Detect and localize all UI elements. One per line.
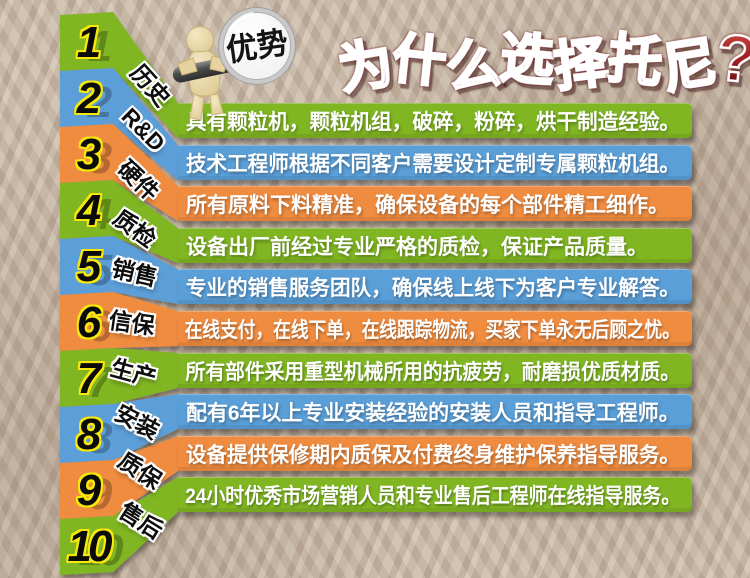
- title-char: 选: [496, 27, 558, 94]
- benefit-bar: 所有部件采用重型机械所用的抗疲劳，耐磨损优质材质。: [178, 353, 692, 388]
- row-number: 6: [76, 298, 101, 347]
- benefit-text: 技术工程师根据不同客户需要设计定制专属颗粒机组。: [185, 152, 680, 176]
- ribbon-band: [60, 124, 178, 221]
- row-number: 2: [76, 74, 101, 123]
- benefit-text: 配有6年以上专业安装经验的安装人员和指导工程师。: [185, 401, 680, 425]
- title-char: 么: [441, 31, 505, 100]
- ribbon-band: [60, 348, 178, 407]
- title-question-mark: ?: [712, 18, 750, 98]
- advantage-badge: 优势: [172, 7, 296, 121]
- row-number: 10: [67, 522, 113, 571]
- magnifier-icon: 优势: [218, 7, 296, 85]
- benefit-text: 具有颗粒机，颗粒机组，破碎，粉碎，烘干制造经验。: [185, 110, 680, 134]
- benefit-bar: 所有原料下料精准，确保设备的每个部件精工细作。: [178, 186, 692, 221]
- ribbon-band: [60, 394, 178, 463]
- benefit-text: 设备提供保修期内质保及付费终身维护保养指导服务。: [185, 443, 680, 467]
- advantage-badge-text: 优势: [224, 25, 290, 68]
- benefit-text: 24小时优秀市场营销人员和专业售后工程师在线指导服务。: [185, 484, 681, 508]
- benefit-text: 设备出厂前经过专业严格的质检，保证产品质量。: [186, 235, 648, 259]
- benefit-text: 专业的销售服务团队，确保线上线下为客户专业解答。: [185, 276, 680, 300]
- title-char: 为: [333, 31, 399, 102]
- row-number: 3: [76, 130, 101, 179]
- benefit-bar: 设备出厂前经过专业严格的质检，保证产品质量。: [178, 228, 692, 263]
- benefit-bar: 具有颗粒机，颗粒机组，破碎，粉碎，烘干制造经验。: [178, 103, 692, 138]
- row-number: 8: [76, 410, 101, 459]
- benefit-text: 在线支付，在线下单，在线跟踪物流，买家下单永无后顾之忧。: [184, 318, 680, 342]
- main-title: 为 什 么 选 择 托 尼 ?: [333, 18, 750, 106]
- title-char: 择: [550, 31, 613, 100]
- benefit-bar: 设备提供保修期内质保及付费终身维护保养指导服务。: [178, 436, 692, 471]
- ribbon-band: [60, 12, 178, 138]
- benefit-bar: 在线支付，在线下单，在线跟踪物流，买家下单永无后顾之忧。: [178, 311, 692, 346]
- ribbon-band: [60, 236, 178, 304]
- row-category-label: 信保: [107, 306, 157, 340]
- row-number: 5: [76, 242, 101, 291]
- benefit-bar: 配有6年以上专业安装经验的安装人员和指导工程师。: [178, 394, 692, 429]
- title-char: 什: [388, 27, 450, 95]
- mascot-arm: [177, 57, 198, 76]
- ribbon-band: [60, 477, 178, 575]
- ribbon-band: [60, 436, 178, 519]
- row-number: 7: [76, 354, 101, 403]
- benefit-text: 所有原料下料精准，确保设备的每个部件精工细作。: [186, 193, 669, 217]
- benefit-bar: 24小时优秀市场营销人员和专业售后工程师在线指导服务。: [178, 477, 692, 512]
- title-char: 尼: [657, 31, 722, 101]
- benefit-text: 所有部件采用重型机械所用的抗疲劳，耐磨损优质材质。: [185, 360, 680, 384]
- row-number: 4: [76, 186, 101, 235]
- benefit-bar: 专业的销售服务团队，确保线上线下为客户专业解答。: [178, 269, 692, 304]
- ribbon-band: [60, 180, 178, 263]
- row-number: 9: [76, 466, 101, 515]
- row-number: 1: [76, 18, 101, 67]
- ribbon-band: [60, 292, 178, 351]
- benefit-bar: 技术工程师根据不同客户需要设计定制专属颗粒机组。: [178, 145, 692, 180]
- title-char: 托: [604, 27, 666, 95]
- ribbon-band: [60, 68, 178, 180]
